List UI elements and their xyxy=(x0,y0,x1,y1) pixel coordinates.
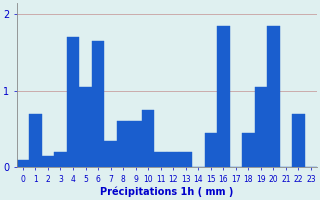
Bar xyxy=(217,26,229,167)
Bar xyxy=(242,133,255,167)
Bar xyxy=(129,121,142,167)
Bar xyxy=(29,114,42,167)
X-axis label: Précipitations 1h ( mm ): Précipitations 1h ( mm ) xyxy=(100,187,234,197)
Bar xyxy=(92,41,104,167)
Bar xyxy=(292,114,305,167)
Bar xyxy=(42,156,54,167)
Bar xyxy=(142,110,155,167)
Bar xyxy=(204,133,217,167)
Bar xyxy=(17,160,29,167)
Bar xyxy=(255,87,267,167)
Bar xyxy=(267,26,280,167)
Bar xyxy=(117,121,129,167)
Bar xyxy=(167,152,180,167)
Bar xyxy=(54,152,67,167)
Bar xyxy=(67,37,79,167)
Bar xyxy=(104,141,117,167)
Bar xyxy=(79,87,92,167)
Bar xyxy=(180,152,192,167)
Bar xyxy=(155,152,167,167)
